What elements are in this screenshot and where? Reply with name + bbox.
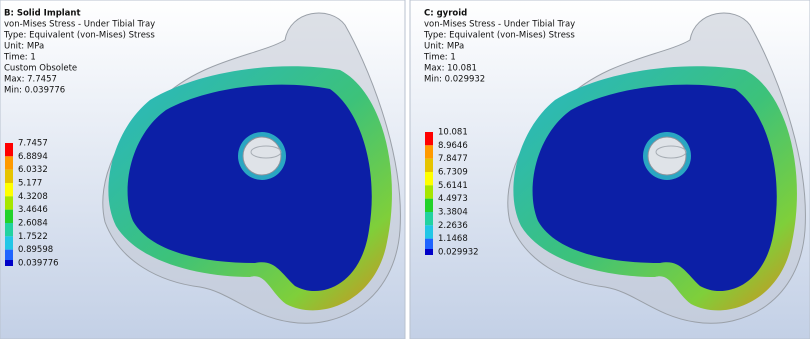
legend-swatch xyxy=(5,170,13,183)
info-line: Time: 1 xyxy=(423,53,456,63)
legend-label: 0.039776 xyxy=(18,259,59,269)
panel-title: C: gyroid xyxy=(424,9,467,19)
legend-swatch xyxy=(5,210,13,223)
legend-swatch xyxy=(5,196,13,209)
legend-label: 1.1468 xyxy=(438,234,468,244)
legend-swatch xyxy=(425,172,433,185)
info-line: Custom Obsolete xyxy=(4,64,77,74)
legend-swatch xyxy=(5,236,13,249)
panel-title: B: Solid Implant xyxy=(4,9,81,19)
legend-swatch xyxy=(5,143,13,156)
legend-label: 6.7309 xyxy=(438,168,468,178)
info-line: von-Mises Stress - Under Tibial Tray xyxy=(4,20,155,30)
info-line: Max: 10.081 xyxy=(424,64,477,74)
scene: B: Solid Implantvon-Mises Stress - Under… xyxy=(0,0,810,339)
legend-label: 6.0332 xyxy=(18,165,48,175)
legend-label: 5.177 xyxy=(18,179,42,189)
legend-swatch xyxy=(425,199,433,212)
legend-label: 0.89598 xyxy=(18,245,53,255)
legend-swatch xyxy=(5,183,13,196)
legend-swatch xyxy=(425,145,433,158)
info-line: Max: 7.7457 xyxy=(4,75,57,85)
legend-label: 1.7522 xyxy=(18,232,48,242)
legend-label: 4.3208 xyxy=(18,192,48,202)
legend-label: 3.3804 xyxy=(438,208,468,218)
legend-swatch xyxy=(5,223,13,236)
legend-label: 7.7457 xyxy=(18,139,48,149)
legend-label: 3.4646 xyxy=(18,205,48,215)
info-line: Type: Equivalent (von-Mises) Stress xyxy=(3,31,155,41)
legend-label: 8.9646 xyxy=(438,141,468,151)
legend-swatch xyxy=(425,249,433,255)
legend-label: 0.029932 xyxy=(438,248,479,258)
legend-label: 2.6084 xyxy=(18,219,48,229)
legend-swatch xyxy=(425,185,433,198)
info-line: Min: 0.029932 xyxy=(424,75,485,85)
info-line: Type: Equivalent (von-Mises) Stress xyxy=(423,31,575,41)
legend-label: 5.6141 xyxy=(438,181,468,191)
info-line: Min: 0.039776 xyxy=(4,86,65,96)
legend-swatch xyxy=(425,225,433,238)
info-line: Unit: MPa xyxy=(4,42,44,52)
legend-label: 2.2636 xyxy=(438,221,468,231)
legend-label: 10.081 xyxy=(438,128,468,138)
legend-swatch xyxy=(5,260,13,266)
legend-swatch xyxy=(425,132,433,145)
legend-swatch xyxy=(5,156,13,169)
legend-label: 7.8477 xyxy=(438,154,468,164)
legend-label: 4.4973 xyxy=(438,194,468,204)
info-line: Time: 1 xyxy=(3,53,36,63)
info-line: Unit: MPa xyxy=(424,42,464,52)
legend-swatch xyxy=(425,212,433,225)
page: {"panels": [ {"title": "B: Solid Implant… xyxy=(0,0,810,339)
legend-label: 6.8894 xyxy=(18,152,48,162)
legend-swatch xyxy=(425,159,433,172)
info-line: von-Mises Stress - Under Tibial Tray xyxy=(424,20,575,30)
